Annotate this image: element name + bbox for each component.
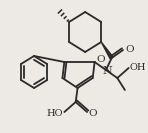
Text: N: N xyxy=(102,66,112,76)
Polygon shape xyxy=(101,42,113,59)
Text: OH: OH xyxy=(130,63,146,72)
Text: HO: HO xyxy=(47,109,63,117)
Text: O: O xyxy=(88,109,97,117)
Text: O: O xyxy=(125,45,133,53)
Text: O: O xyxy=(96,55,105,65)
